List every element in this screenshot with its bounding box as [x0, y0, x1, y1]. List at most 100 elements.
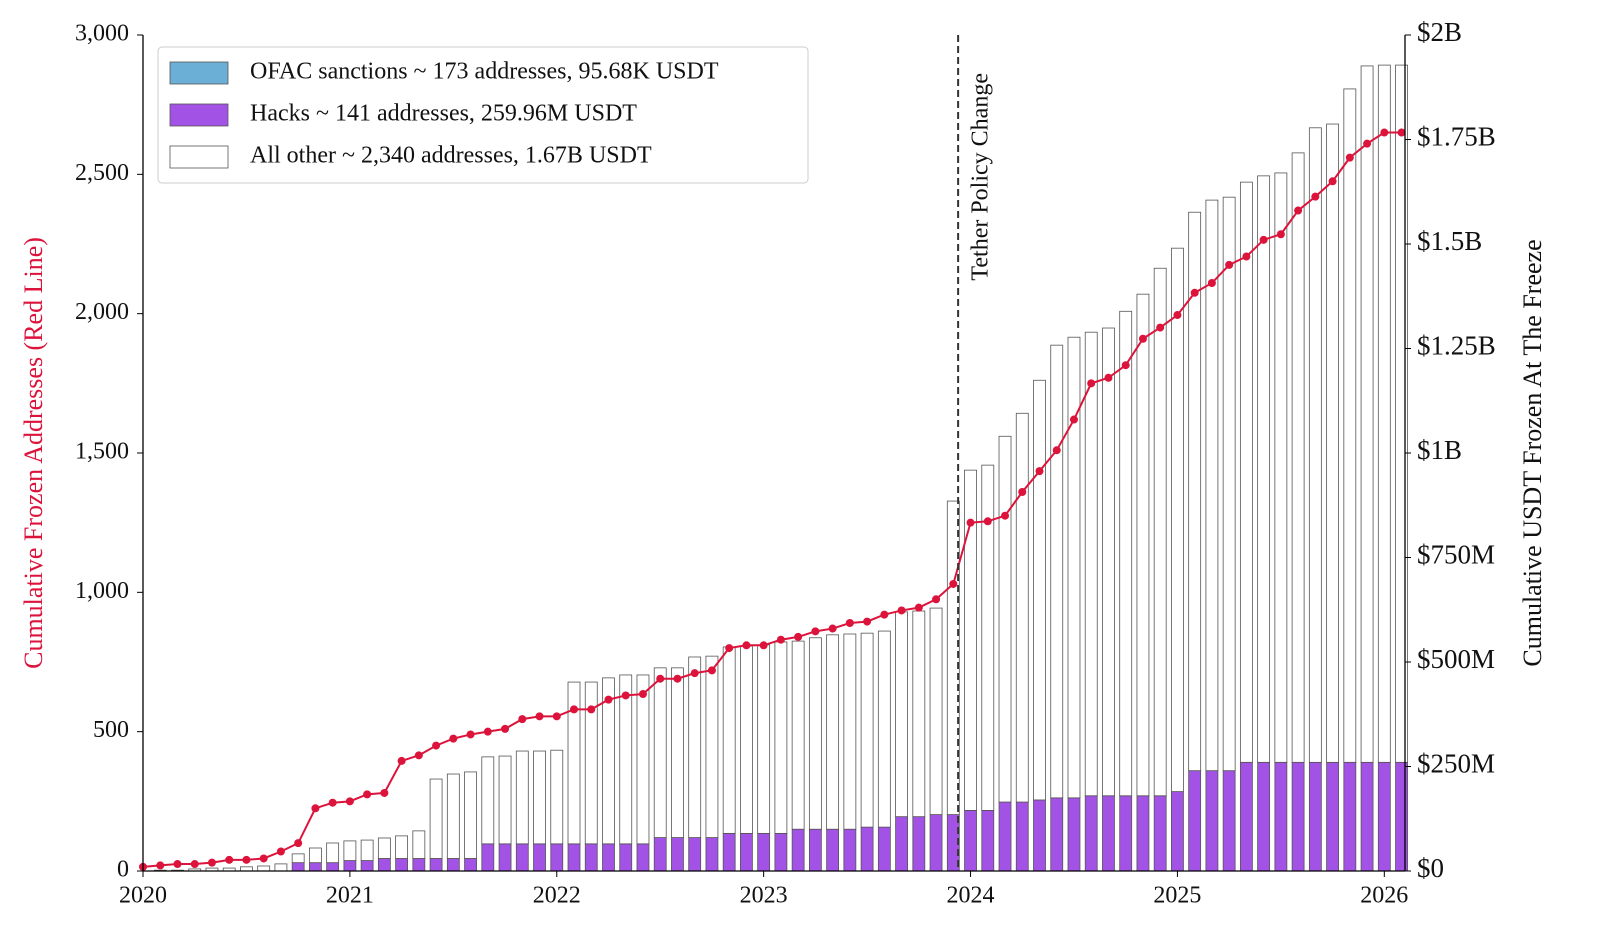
bar-segment	[1239, 181, 1253, 763]
bar-segment	[291, 862, 305, 872]
line-point	[828, 624, 837, 633]
line-point	[587, 705, 596, 714]
bar-segment	[1239, 761, 1253, 872]
line-point	[1363, 139, 1372, 148]
bar-segment	[1102, 795, 1115, 872]
bar-segment	[395, 835, 409, 859]
bar-segment	[1171, 247, 1184, 792]
bar-segment	[757, 832, 771, 872]
bar-segment	[877, 826, 891, 872]
bar-segment	[326, 842, 340, 864]
bar-segment	[1188, 211, 1202, 772]
line-point	[1035, 467, 1044, 476]
bar-segment	[360, 860, 374, 872]
line-point	[380, 788, 389, 797]
line-point	[1069, 415, 1078, 424]
bar-segment	[498, 755, 512, 845]
line-point	[707, 666, 716, 675]
bar-segment	[1119, 310, 1133, 797]
bar-segment	[722, 832, 736, 872]
bar-segment	[895, 611, 908, 818]
bar-segment	[377, 837, 391, 859]
line-point	[742, 641, 751, 650]
bar-segment	[1050, 344, 1064, 799]
line-point	[449, 734, 458, 743]
line-point	[345, 797, 354, 806]
y-tick-label: 2,500	[75, 160, 129, 186]
bar-segment	[998, 801, 1012, 872]
bar-segment	[912, 816, 926, 872]
bar-segment	[602, 843, 615, 872]
legend-swatch	[169, 61, 229, 85]
legend-box	[157, 46, 809, 184]
line-point	[1311, 192, 1320, 201]
bar-segment	[429, 858, 443, 872]
bar-segment	[774, 832, 788, 872]
line-point	[638, 690, 647, 699]
x-tick-label: 2021	[326, 883, 374, 909]
bar-segment	[860, 826, 874, 872]
line-point	[863, 617, 872, 626]
line-point	[845, 618, 854, 627]
bar-segment	[1257, 761, 1271, 872]
bar-segment	[774, 641, 788, 834]
bar-segment	[964, 809, 977, 872]
bar-segment	[550, 843, 564, 872]
bar-segment	[981, 809, 995, 872]
bar-segment	[895, 816, 908, 872]
line-point	[259, 854, 268, 863]
bar-segment	[808, 637, 822, 830]
line-point	[242, 855, 251, 864]
line-point	[656, 674, 665, 683]
bar-segment	[464, 858, 477, 872]
legend-label: All other ~ 2,340 addresses, 1.67B USDT	[250, 143, 652, 169]
bar-segment	[653, 837, 667, 872]
line-point	[1397, 128, 1406, 137]
bar-segment	[1171, 791, 1184, 872]
bar-segment	[481, 756, 495, 845]
bar-segment	[446, 858, 460, 872]
bar-segment	[1308, 127, 1322, 763]
bar-segment	[360, 839, 374, 861]
line-point	[776, 635, 785, 644]
bar-segment	[946, 500, 960, 815]
bar-segment	[722, 646, 736, 834]
bar-segment	[705, 837, 719, 872]
bar-segment	[343, 860, 357, 872]
line-point	[1380, 128, 1389, 137]
line-point	[414, 751, 423, 760]
bar-segment	[1291, 761, 1305, 872]
bar-segment	[653, 667, 667, 838]
bar-segment	[1084, 331, 1098, 797]
line-point	[914, 603, 923, 612]
line-point	[759, 641, 768, 650]
line-point	[570, 705, 579, 714]
bar-segment	[1222, 770, 1236, 872]
bar-segment	[1343, 761, 1357, 872]
y-tick-label: 3,000	[75, 21, 129, 47]
line-point	[1104, 373, 1113, 382]
line-point	[1345, 153, 1354, 162]
bar-segment	[1395, 64, 1408, 763]
line-point	[1052, 446, 1061, 455]
y2-tick-label: $750M	[1417, 540, 1495, 570]
legend-label: OFAC sanctions ~ 173 addresses, 95.68K U…	[250, 59, 719, 85]
bar-segment	[826, 634, 840, 830]
y2-tick-label: $1.5B	[1417, 226, 1482, 256]
bar-segment	[1395, 761, 1408, 872]
bar-segment	[619, 843, 633, 872]
bar-segment	[1033, 379, 1046, 801]
y2-tick-label: $250M	[1417, 749, 1495, 779]
line-point	[276, 847, 285, 856]
bar-segment	[1102, 327, 1115, 797]
bar-segment	[808, 828, 822, 872]
bar-segment	[326, 862, 340, 872]
bar-segment	[1136, 293, 1150, 797]
bar-segment	[464, 771, 477, 859]
bar-segment	[481, 843, 495, 872]
bar-segment	[533, 843, 546, 872]
line-point	[1190, 288, 1199, 297]
line-point	[690, 669, 699, 678]
y-tick-label: 1,000	[75, 578, 129, 604]
line-point	[432, 741, 441, 750]
